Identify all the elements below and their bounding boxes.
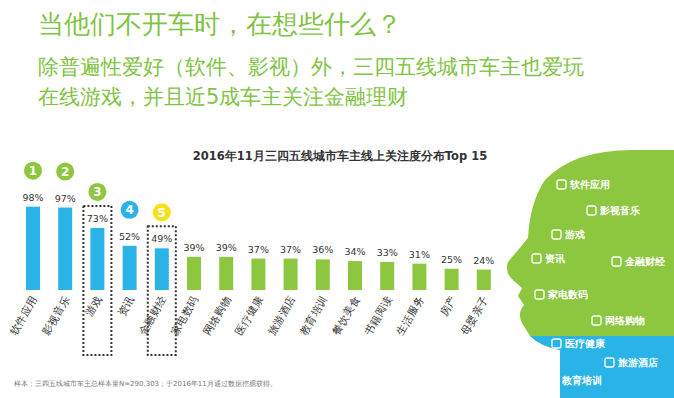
chart: 2016年11月三四五线城市车主线上关注度分布Top 1598%97%73%52… xyxy=(0,0,674,398)
head-icon xyxy=(552,230,561,239)
subtitle: 除普遍性爱好（软件、影视）外，三四五线城市车主也爱玩在线游戏，并且近5成车主关注… xyxy=(38,52,584,112)
rank-badge xyxy=(153,203,171,221)
rank-badge xyxy=(121,201,139,219)
head-icon xyxy=(532,254,541,263)
bar xyxy=(58,208,72,290)
chart-title: 2016年11月三四五线城市车主线上关注度分布Top 15 xyxy=(193,149,487,163)
bar xyxy=(123,246,137,290)
rank-label: 1 xyxy=(29,164,37,178)
bar xyxy=(284,259,298,290)
bars xyxy=(26,207,491,290)
rank-label: 3 xyxy=(93,185,101,199)
head-icon xyxy=(605,358,614,367)
rank-badge xyxy=(56,163,74,181)
bar xyxy=(445,269,459,290)
rank-badge xyxy=(24,162,42,180)
data-label: 52% xyxy=(119,231,140,242)
bar xyxy=(90,228,104,290)
bar xyxy=(26,207,40,290)
data-label: 34% xyxy=(344,246,365,257)
category-label: 医疗健康 xyxy=(233,293,265,337)
footnote: 样本：三四五线城市车主总样本量N=290,303；于2016年11月通过数据挖掘… xyxy=(14,380,277,388)
category-label: 影视音乐 xyxy=(40,293,72,337)
bar xyxy=(380,262,394,290)
category-label: 旅游酒店 xyxy=(265,293,297,337)
bar xyxy=(412,264,426,290)
head-label: 金融财经 xyxy=(624,256,666,267)
data-label: 25% xyxy=(441,254,462,265)
category-label: 餐饮美食 xyxy=(329,293,361,337)
category-label: 资讯 xyxy=(115,293,136,318)
head-label: 游戏 xyxy=(564,229,585,240)
head-label: 软件应用 xyxy=(569,179,610,190)
data-label: 98% xyxy=(22,192,43,203)
rank-label: 4 xyxy=(125,203,133,217)
data-label: 49% xyxy=(151,233,172,244)
head-icon xyxy=(587,206,596,215)
category-label: 网络购物 xyxy=(201,293,233,337)
data-label: 39% xyxy=(183,242,204,253)
category-label: 生活服务 xyxy=(394,293,426,337)
rank-label: 5 xyxy=(158,206,166,220)
head-label: 影视音乐 xyxy=(599,205,640,216)
head-label: 教育培训 xyxy=(561,375,602,386)
bar xyxy=(251,259,265,290)
head-label: 家电数码 xyxy=(547,289,588,300)
rank-label: 2 xyxy=(61,165,69,179)
head-icon xyxy=(592,316,601,325)
bar xyxy=(477,270,491,290)
head-icon xyxy=(612,257,621,266)
head-label: 资讯 xyxy=(545,253,565,264)
data-label: 36% xyxy=(312,244,333,255)
subtitle-line: 在线游戏，并且近5成车主关注金融理财 xyxy=(38,82,584,112)
category-label: 软件应用 xyxy=(7,293,39,337)
head-icon xyxy=(557,180,566,189)
category-label: 教育培训 xyxy=(297,293,329,337)
highlight-box xyxy=(83,206,111,355)
data-label: 31% xyxy=(409,249,430,260)
data-label: 37% xyxy=(248,244,269,255)
highlight-box xyxy=(148,226,176,355)
bar xyxy=(348,261,362,290)
heading: 当他们不开车时，在想些什么？ xyxy=(38,8,402,40)
category-label: 母婴亲子 xyxy=(458,293,490,337)
data-label: 73% xyxy=(87,213,108,224)
data-label: 39% xyxy=(216,242,237,253)
bar xyxy=(187,257,201,290)
bar xyxy=(155,248,169,290)
data-label: 24% xyxy=(473,255,494,266)
head-icon xyxy=(549,376,558,385)
data-label: 33% xyxy=(377,247,398,258)
category-label: 游戏 xyxy=(83,293,104,318)
head-lower xyxy=(507,336,674,398)
subtitle-line: 除普遍性爱好（软件、影视）外，三四五线城市车主也爱玩 xyxy=(38,52,584,82)
head-label: 医疗健康 xyxy=(565,338,606,349)
category-label: 金融财经 xyxy=(136,293,168,337)
rank-badge xyxy=(88,183,106,201)
category-label: 家电数码 xyxy=(168,293,200,337)
bar xyxy=(316,259,330,290)
head-label: 旅游酒店 xyxy=(617,357,658,368)
category-label: 房产 xyxy=(437,293,458,318)
head-icon xyxy=(552,339,561,348)
data-label: 97% xyxy=(55,193,76,204)
bar xyxy=(219,257,233,290)
head-shape xyxy=(507,150,674,398)
head-icon xyxy=(535,290,544,299)
category-label: 书籍阅读 xyxy=(362,293,394,337)
head-label: 网络购物 xyxy=(605,315,645,326)
data-label: 37% xyxy=(280,244,301,255)
